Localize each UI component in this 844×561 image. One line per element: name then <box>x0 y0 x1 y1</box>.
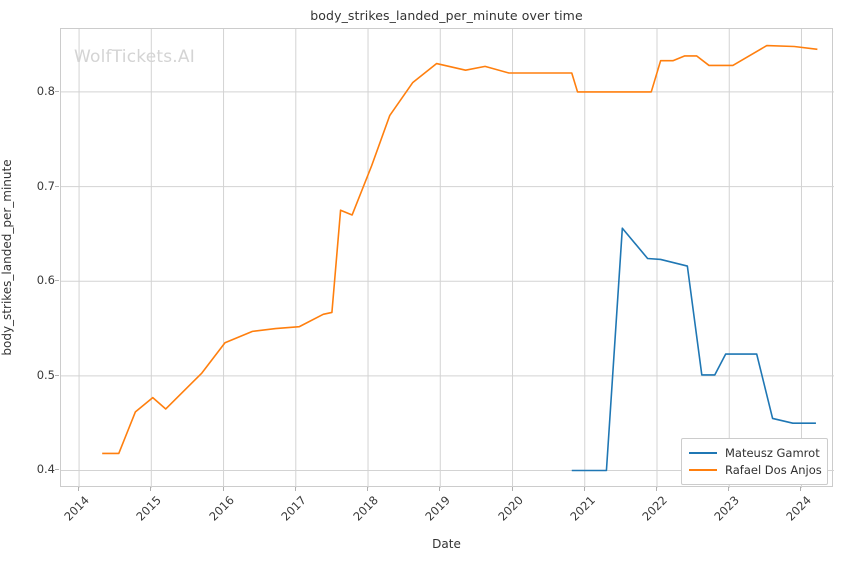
x-tick-mark <box>222 487 224 491</box>
y-tick-label: 0.4 <box>36 462 55 477</box>
x-gridlines <box>78 29 802 488</box>
y-tick-labels: 0.4 0.5 0.6 0.7 0.8 <box>8 28 55 487</box>
x-tick-label: 2014 <box>61 493 92 524</box>
x-tick-mark <box>728 487 730 491</box>
series-line <box>102 44 818 455</box>
y-gridlines <box>61 91 834 471</box>
series-lines <box>102 44 818 472</box>
y-tick-mark <box>55 280 59 282</box>
x-tick-label: 2017 <box>278 493 309 524</box>
legend-color-swatch <box>689 468 717 471</box>
x-tick-mark <box>294 487 296 491</box>
x-tick-labels: 2014 2015 2016 2017 2018 2019 2020 2021 2022 2023… <box>60 487 833 533</box>
plot-canvas <box>61 29 834 488</box>
x-tick-label: 2015 <box>133 493 165 524</box>
x-tick-label: 2020 <box>494 493 526 524</box>
x-tick-mark <box>583 487 585 491</box>
plot-area: WolfTickets.AI <box>60 28 834 488</box>
series-line <box>571 227 816 472</box>
x-tick-label: 2018 <box>350 493 381 524</box>
legend-label: Rafael Dos Anjos <box>725 462 822 477</box>
x-axis-label: Date <box>432 537 461 551</box>
legend-label: Mateusz Gamrot <box>725 445 820 460</box>
x-tick-mark <box>800 487 802 491</box>
x-tick-label: 2019 <box>422 493 454 524</box>
y-tick-mark <box>55 185 59 187</box>
y-tick-mark <box>55 90 59 92</box>
y-tick-label: 0.8 <box>36 83 55 98</box>
legend-color-swatch <box>689 451 717 454</box>
x-tick-mark <box>78 487 80 491</box>
x-tick-mark <box>656 487 657 491</box>
y-tick-label: 0.5 <box>36 367 55 382</box>
x-tick-mark <box>439 487 441 491</box>
y-tick-marks <box>0 28 60 487</box>
x-tick-label: 2022 <box>639 493 670 524</box>
legend-item[interactable]: Mateusz Gamrot <box>689 444 820 461</box>
y-tick-mark <box>55 469 59 471</box>
chart-title: body_strikes_landed_per_minute over time <box>310 8 583 23</box>
y-tick-label: 0.7 <box>36 178 55 193</box>
x-tick-mark <box>150 487 152 491</box>
x-tick-label: 2016 <box>205 493 237 524</box>
y-tick-label: 0.6 <box>36 273 55 288</box>
legend-item[interactable]: Rafael Dos Anjos <box>689 461 822 478</box>
y-tick-mark <box>55 374 59 376</box>
chart-legend: Mateusz Gamrot Rafael Dos Anjos <box>681 438 828 485</box>
x-tick-label: 2021 <box>567 493 598 524</box>
x-tick-label: 2023 <box>711 493 743 524</box>
x-tick-mark <box>511 487 513 491</box>
x-tick-mark <box>367 487 369 491</box>
x-tick-label: 2024 <box>783 493 815 524</box>
